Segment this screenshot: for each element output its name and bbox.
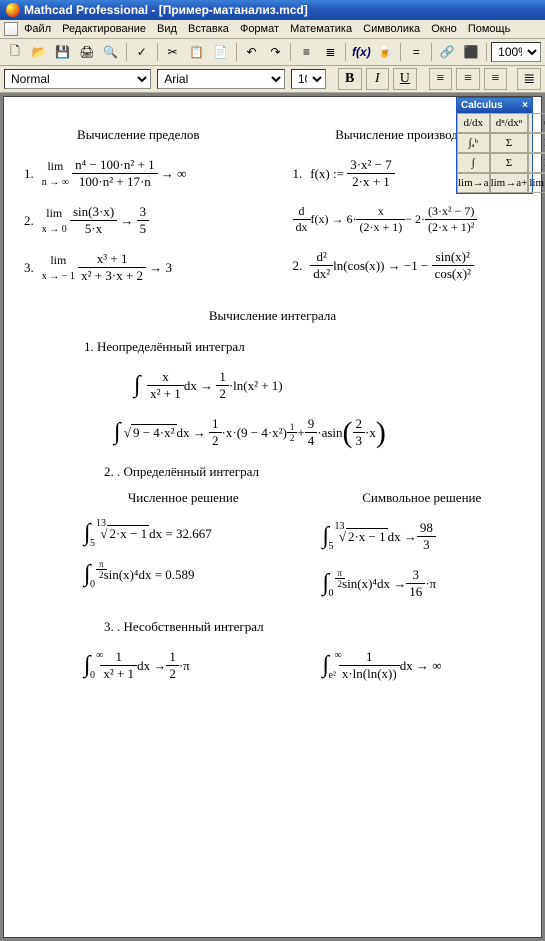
def-int-2-numeric: ∫π20 sin(x)⁴ dx = 0.589 (84, 561, 283, 588)
heading-numeric: Численное решение (84, 490, 283, 506)
link-icon[interactable]: 🔗 (436, 41, 458, 63)
font-select[interactable]: Arial (157, 69, 285, 89)
document-icon (4, 22, 18, 36)
document-name: [Пример-матанализ.mcd] (159, 3, 308, 17)
palette-defint[interactable]: ∫ₐᵇ (457, 133, 490, 153)
heading-limits: Вычисление пределов (24, 127, 253, 143)
palette-int[interactable]: ∫ (457, 153, 490, 173)
workspace: Calculus × d/dx dⁿ/dxⁿ ∞ ∫ₐᵇ Σ Π ∫ Σ Π l… (0, 93, 545, 941)
app-title: Mathcad Professional (24, 3, 148, 17)
def-int-2-symbolic: ∫π20 sin(x)⁴ dx → 316 ·π (323, 567, 522, 600)
bold-button[interactable]: B (338, 68, 362, 90)
palette-titlebar[interactable]: Calculus × (457, 98, 532, 113)
align2-icon[interactable]: ≣ (319, 41, 341, 63)
limit-2: 2. limx → 0 sin(3·x)5·x → 35 (24, 204, 253, 237)
underline-button[interactable]: U (393, 68, 417, 90)
improper-int-2: ∫∞e² 1x·ln(ln(x)) dx → ∞ (323, 649, 522, 682)
align-center-icon[interactable]: ≡ (456, 68, 480, 90)
indef-integral-2: ∫ √9 − 4·x² dx → 12 ·x·(9 − 4·x²) 12 + 9… (114, 416, 521, 449)
palette-sum[interactable]: Σ (490, 133, 529, 153)
heading-integrals: Вычисление интеграла (24, 308, 521, 324)
align-icon[interactable]: ≡ (295, 41, 317, 63)
menu-edit[interactable]: Редактирование (62, 23, 146, 35)
deriv-1-result: ddx f(x) → 6· x(2·x + 1) − 2· (3·x² − 7)… (293, 204, 522, 235)
menu-symbolics[interactable]: Символика (363, 23, 420, 35)
align-right-icon[interactable]: ≡ (484, 68, 508, 90)
palette-lim[interactable]: lim→a (457, 173, 490, 193)
size-select[interactable]: 10 (291, 69, 326, 89)
save-icon[interactable]: 💾 (52, 41, 74, 63)
close-icon[interactable]: × (522, 100, 528, 111)
deriv-2: 2. d²dx² ln(cos(x)) → −1 − sin(x)²cos(x)… (293, 249, 522, 282)
heading-indefinite: 1. Неопределённый интеграл (84, 339, 521, 355)
paste-icon[interactable]: 📄 (210, 41, 232, 63)
copy-icon[interactable]: 📋 (186, 41, 208, 63)
italic-button[interactable]: I (366, 68, 390, 90)
print-icon[interactable]: 🖨 (76, 41, 98, 63)
palette-liml[interactable]: lim→a− (528, 173, 545, 193)
palette-prod[interactable]: Π (528, 133, 545, 153)
palette-nderiv[interactable]: dⁿ/dxⁿ (490, 113, 529, 133)
heading-improper: 3. . Несобственный интеграл (104, 619, 521, 635)
redo-icon[interactable]: ↷ (265, 41, 287, 63)
menu-help[interactable]: Помощь (468, 23, 511, 35)
func-icon[interactable]: f(x) (350, 41, 372, 63)
menu-math[interactable]: Математика (290, 23, 352, 35)
menubar: Файл Редактирование Вид Вставка Формат М… (0, 20, 545, 39)
limit-1: 1. limn → ∞ n⁴ − 100·n² + 1100·n² + 17·n… (24, 157, 253, 190)
component-icon[interactable]: ⬛ (460, 41, 482, 63)
calc-icon[interactable]: = (405, 41, 427, 63)
preview-icon[interactable]: 🔍 (100, 41, 122, 63)
menu-window[interactable]: Окно (431, 23, 457, 35)
list-icon[interactable]: ≣ (517, 68, 541, 90)
palette-infinity[interactable]: ∞ (528, 113, 545, 133)
spellcheck-icon[interactable]: ✓ (131, 41, 153, 63)
menu-insert[interactable]: Вставка (188, 23, 229, 35)
def-int-1-symbolic: ∫135 √2·x − 1 dx → 983 (323, 520, 522, 553)
cut-icon[interactable]: ✂ (162, 41, 184, 63)
menu-view[interactable]: Вид (157, 23, 177, 35)
undo-icon[interactable]: ↶ (241, 41, 263, 63)
document-page[interactable]: Calculus × d/dx dⁿ/dxⁿ ∞ ∫ₐᵇ Σ Π ∫ Σ Π l… (3, 96, 542, 938)
menu-file[interactable]: Файл (24, 23, 51, 35)
heading-symbolic: Символьное решение (323, 490, 522, 506)
palette-limr[interactable]: lim→a+ (490, 173, 529, 193)
app-logo-icon (6, 3, 20, 17)
toolbar-standard: 🗋 📂 💾 🖨 🔍 ✓ ✂ 📋 📄 ↶ ↷ ≡ ≣ f(x) 🍺 = 🔗 ⬛ 1… (0, 39, 545, 66)
calculus-palette[interactable]: Calculus × d/dx dⁿ/dxⁿ ∞ ∫ₐᵇ Σ Π ∫ Σ Π l… (456, 97, 533, 194)
def-int-1-numeric: ∫135 √2·x − 1 dx = 32.667 (84, 520, 283, 547)
new-icon[interactable]: 🗋 (4, 41, 26, 63)
align-left-icon[interactable]: ≡ (429, 68, 453, 90)
zoom-select[interactable]: 100% (491, 42, 541, 62)
improper-int-1: ∫∞0 1x² + 1 dx → 12 ·π (84, 649, 283, 682)
heading-definite: 2. . Определённый интеграл (104, 464, 521, 480)
unit-icon[interactable]: 🍺 (374, 41, 396, 63)
limit-3: 3. limx → − 1 x³ + 1x² + 3·x + 2 → 3 (24, 251, 253, 284)
palette-prod2[interactable]: Π (528, 153, 545, 173)
palette-sum2[interactable]: Σ (490, 153, 529, 173)
indef-integral-1: ∫ xx² + 1 dx → 12 ·ln(x² + 1) (134, 369, 521, 402)
style-select[interactable]: Normal (4, 69, 151, 89)
toolbar-format: Normal Arial 10 B I U ≡ ≡ ≡ ≣ (0, 66, 545, 93)
menu-format[interactable]: Формат (240, 23, 279, 35)
palette-deriv[interactable]: d/dx (457, 113, 490, 133)
titlebar: Mathcad Professional - [Пример-матанализ… (0, 0, 545, 20)
palette-title: Calculus (461, 100, 503, 111)
open-icon[interactable]: 📂 (28, 41, 50, 63)
